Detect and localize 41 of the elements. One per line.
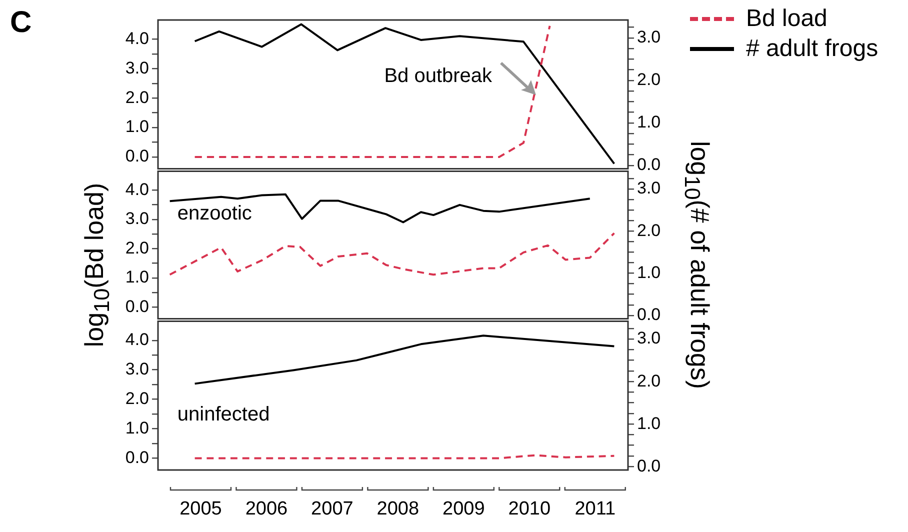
y2-tick-label: 0.0	[637, 305, 661, 324]
x-tick-label: 2007	[311, 498, 354, 520]
annotation: uninfected	[177, 403, 270, 426]
x-tick-label: 2010	[508, 498, 551, 520]
y-tick-label: 4.0	[125, 330, 149, 350]
y-tick-label: 2.0	[125, 238, 149, 258]
y2-tick-label: 1.0	[637, 414, 661, 433]
y2-tick-label: 0.0	[637, 155, 661, 174]
y-tick-label: 1.0	[125, 117, 149, 136]
y-tick-label: 3.0	[125, 360, 149, 379]
x-tick-label: 2009	[442, 498, 485, 520]
x-tick-label: 2011	[574, 498, 616, 520]
y2-tick-label: 3.0	[637, 178, 661, 198]
annotation: enzootic	[177, 202, 252, 225]
x-tick-label: 2005	[180, 498, 222, 520]
y-tick-label: 0.0	[125, 448, 149, 467]
y-tick-label: 1.0	[125, 268, 149, 287]
x-tick-label: 2006	[245, 498, 288, 520]
y2-tick-label: 1.0	[637, 262, 661, 282]
y-tick-label: 4.0	[125, 28, 149, 48]
line-series	[168, 232, 616, 276]
y-tick-label: 1.0	[125, 418, 149, 438]
y-tick-label: 0.0	[125, 146, 149, 166]
y2-tick-label: 3.0	[637, 28, 661, 47]
chart-title: C	[10, 6, 32, 40]
y-tick-label: 0.0	[125, 296, 149, 316]
y-tick-label: 2.0	[125, 388, 149, 408]
y-tick-label: 2.0	[125, 88, 149, 107]
y2-tick-label: 1.0	[637, 112, 661, 132]
legend-label: # adult frogs	[746, 35, 878, 63]
y2-tick-label: 2.0	[637, 70, 661, 90]
legend-label: Bd load	[746, 5, 828, 33]
x-tick-label: 2008	[376, 498, 420, 520]
annotation: Bd outbreak	[384, 65, 494, 88]
y-tick-label: 4.0	[125, 180, 149, 199]
y-tick-label: 3.0	[125, 209, 149, 228]
y2-tick-label: 0.0	[637, 456, 661, 476]
y2-tick-label: 2.0	[637, 220, 661, 240]
y2-tick-label: 2.0	[637, 371, 661, 390]
y-tick-label: 3.0	[125, 58, 149, 78]
y2-tick-label: 3.0	[637, 328, 661, 348]
